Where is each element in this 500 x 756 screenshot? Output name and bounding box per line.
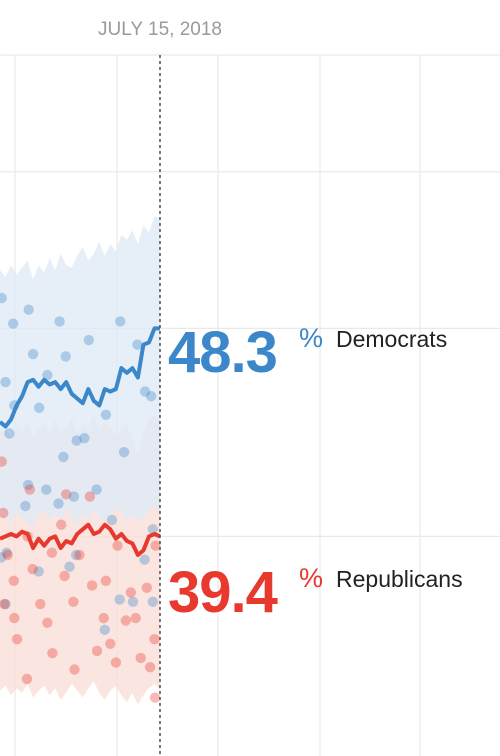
democrats-poll-dot bbox=[115, 316, 126, 327]
date-marker-label: JULY 15, 2018 bbox=[98, 19, 222, 40]
republicans-poll-dot bbox=[46, 547, 58, 558]
republicans-label: 39.4 % Republicans bbox=[168, 560, 463, 625]
democrats-poll-dot bbox=[132, 339, 143, 350]
democrats-poll-dot bbox=[139, 554, 150, 565]
republicans-poll-dot bbox=[149, 634, 160, 645]
republicans-poll-dot bbox=[21, 673, 33, 685]
democrats-poll-dot bbox=[127, 596, 139, 607]
republicans-poll-dot bbox=[141, 582, 152, 593]
democrats-percent-sign: % bbox=[299, 323, 323, 353]
republicans-poll-dot bbox=[144, 662, 156, 673]
republicans-poll-dot bbox=[27, 563, 38, 575]
democrats-poll-dot bbox=[4, 428, 15, 439]
republicans-poll-dot bbox=[0, 456, 7, 467]
democrats-label: 48.3 % Democrats bbox=[168, 320, 447, 385]
republicans-poll-dot bbox=[150, 540, 161, 551]
average-lines bbox=[0, 326, 161, 557]
republicans-poll-dot bbox=[9, 612, 20, 624]
republicans-poll-dot bbox=[74, 549, 85, 561]
uncertainty-bands bbox=[0, 216, 160, 705]
democrats-poll-dot bbox=[99, 624, 111, 635]
republicans-poll-dot bbox=[59, 570, 70, 582]
democrats-poll-dot bbox=[114, 594, 125, 605]
democrats-poll-dot bbox=[68, 491, 80, 502]
republicans-poll-dot bbox=[2, 549, 13, 561]
republicans-value: 39.4 bbox=[168, 560, 278, 625]
republicans-poll-dot bbox=[105, 638, 116, 649]
democrats-poll-dot bbox=[0, 598, 11, 610]
democrats-value: 48.3 bbox=[168, 320, 277, 385]
democrats-poll-dot bbox=[53, 498, 64, 509]
democrats-poll-dot bbox=[91, 484, 102, 495]
democrats-poll-dot bbox=[8, 318, 19, 329]
republicans-poll-dot bbox=[56, 519, 67, 530]
republicans-poll-dot bbox=[84, 491, 96, 502]
democrats-poll-dot bbox=[27, 348, 39, 360]
republicans-poll-dot bbox=[112, 540, 123, 551]
republicans-poll-dot bbox=[98, 612, 109, 624]
republicans-poll-dot bbox=[120, 615, 131, 626]
democrats-poll-dot bbox=[106, 514, 118, 526]
democrats-poll-dot bbox=[58, 451, 69, 463]
democrats-poll-dot bbox=[33, 566, 44, 577]
democrats-poll-dot bbox=[64, 561, 75, 572]
republicans-poll-dot bbox=[86, 580, 98, 591]
republicans-poll-dot bbox=[0, 598, 10, 610]
democrats-band bbox=[0, 216, 160, 527]
democrats-poll-dot bbox=[146, 391, 157, 402]
republicans-poll-dot bbox=[130, 612, 141, 624]
democrats-poll-dot bbox=[0, 376, 11, 388]
republicans-poll-dot bbox=[11, 634, 23, 645]
democrats-poll-dot bbox=[34, 402, 45, 413]
republicans-poll-dot bbox=[91, 645, 103, 657]
republicans-party-label: Republicans bbox=[336, 566, 463, 592]
republicans-poll-dot bbox=[35, 598, 46, 610]
democrats-poll-dot bbox=[54, 316, 65, 327]
republicans-poll-dot bbox=[149, 692, 161, 703]
republicans-poll-dot bbox=[100, 575, 112, 586]
republicans-poll-dot bbox=[24, 484, 35, 495]
democrats-poll-dot bbox=[22, 479, 34, 491]
republicans-poll-dot bbox=[110, 657, 122, 668]
poll-dots bbox=[0, 292, 161, 703]
democrats-poll-dot bbox=[1, 547, 12, 558]
democrats-poll-dot bbox=[0, 292, 7, 304]
democrats-poll-dot bbox=[147, 524, 158, 535]
republicans-poll-dot bbox=[68, 596, 79, 607]
democrats-poll-dot bbox=[60, 351, 71, 362]
democrats-poll-dot bbox=[100, 409, 112, 420]
democrats-poll-dot bbox=[79, 433, 90, 444]
grid-lines bbox=[0, 54, 500, 756]
democrats-poll-dot bbox=[23, 304, 34, 315]
democrats-poll-dot bbox=[139, 386, 151, 397]
democrats-poll-dot bbox=[70, 549, 82, 561]
democrats-poll-dot bbox=[147, 596, 158, 607]
republicans-percent-sign: % bbox=[299, 563, 323, 593]
democrats-poll-dot bbox=[41, 484, 52, 495]
republicans-poll-dot bbox=[42, 617, 53, 628]
republicans-poll-dot bbox=[125, 587, 136, 598]
democrats-poll-dot bbox=[71, 435, 82, 446]
democrats-poll-dot bbox=[42, 369, 53, 381]
democrats-poll-dot bbox=[20, 500, 31, 512]
republicans-average-line bbox=[0, 522, 161, 557]
republicans-poll-dot bbox=[47, 648, 58, 659]
republicans-poll-dot bbox=[69, 664, 80, 675]
republicans-poll-dot bbox=[135, 652, 146, 664]
democrats-poll-dot bbox=[0, 552, 7, 563]
republicans-poll-dot bbox=[8, 575, 19, 586]
republicans-poll-dot bbox=[60, 489, 72, 500]
democrats-average-line bbox=[0, 326, 160, 429]
democrats-poll-dot bbox=[118, 447, 130, 458]
democrats-party-label: Democrats bbox=[336, 326, 447, 352]
republicans-poll-dot bbox=[0, 507, 9, 519]
democrats-poll-dot bbox=[83, 334, 95, 346]
